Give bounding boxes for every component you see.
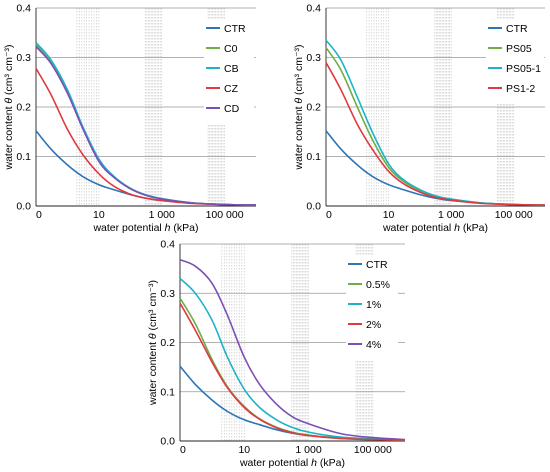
legend-label: 1% — [366, 299, 381, 311]
x-axis-label: water potential h (kPa) — [92, 222, 198, 234]
y-tick-label: 0.0 — [16, 201, 31, 213]
y-tick-label: 0.2 — [160, 337, 175, 349]
y-tick-label: 0.3 — [16, 52, 31, 64]
y-tick-label: 0.4 — [16, 3, 31, 15]
series-line-2% — [179, 302, 406, 441]
chart-panel-1: 0.00.10.20.30.40 10 1 000 100 000CTRC0CBCZC… — [3, 3, 257, 234]
x-axis-label: water potential h (kPa) — [382, 222, 488, 234]
x-tick-label: 100 000 — [206, 209, 244, 221]
y-tick-label: 0.2 — [16, 102, 31, 114]
x-tick-label: 0 — [180, 444, 186, 456]
x-tick-label: 10 — [238, 444, 250, 456]
legend-label: C0 — [224, 43, 238, 55]
x-tick-label: 10 — [383, 209, 395, 221]
y-axis-label: water content θ (cm³ cm⁻³) — [3, 44, 15, 170]
legend-box — [346, 256, 398, 360]
x-tick-label: 10 — [93, 209, 105, 221]
x-tick-label: 0 — [326, 209, 332, 221]
y-tick-label: 0.3 — [306, 52, 321, 64]
legend-box — [486, 20, 544, 104]
x-tick-label: 1 000 — [149, 209, 175, 221]
y-tick-label: 0.1 — [16, 151, 31, 163]
y-tick-label: 0.2 — [306, 102, 321, 114]
legend-label: CTR — [224, 23, 246, 35]
legend-label: 4% — [366, 339, 381, 351]
legend-label: 0.5% — [366, 279, 390, 291]
chart-panel-2: 0.0 0.1 0.2 0.3 0.4 0 10 1 000 100 000 CTR PS05 PS0… — [293, 3, 546, 234]
y-axis-label: water content θ (cm³ cm⁻³) — [293, 44, 305, 170]
x-tick-label: 100 000 — [354, 444, 392, 456]
y-tick-label: 0.4 — [306, 3, 321, 15]
series-line-PS1-2 — [325, 62, 546, 206]
legend: CTR C0 CB CZ CD — [204, 20, 254, 124]
y-tick-label: 0.1 — [160, 386, 175, 398]
legend-label: PS05 — [506, 43, 532, 55]
legend-label: CTR — [366, 259, 388, 271]
legend: CTR 0.5% 1% 2% 4% — [346, 256, 398, 360]
x-tick-label: 0 — [36, 209, 42, 221]
legend-box — [204, 20, 254, 124]
y-tick-label: 0.0 — [160, 436, 175, 448]
chart-panel-3: 0.0 0.1 0.2 0.3 0.4 0 10 1 000 100 000 CTR 0.5% 1% 2… — [147, 239, 406, 469]
series-line-CD — [35, 46, 257, 206]
legend-label: PS05-1 — [506, 63, 541, 75]
legend: CTR PS05 PS05-1 PS1-2 — [486, 20, 544, 104]
x-tick-label: 1 000 — [438, 209, 464, 221]
x-tick-label: 100 000 — [495, 209, 533, 221]
legend-label: CTR — [506, 23, 528, 35]
legend-label: CB — [224, 63, 239, 75]
y-axis-label: water content θ (cm³ cm⁻³) — [147, 280, 159, 406]
legend-label: CZ — [224, 83, 239, 95]
legend-label: PS1-2 — [506, 83, 535, 95]
x-axis-label: water potential h (kPa) — [239, 457, 345, 469]
series-line-4% — [179, 259, 406, 441]
y-tick-label: 0.4 — [160, 239, 175, 251]
y-tick-label: 0.0 — [306, 201, 321, 213]
series-line-1% — [179, 277, 406, 441]
y-tick-label: 0.1 — [306, 151, 321, 163]
legend-label: CD — [224, 103, 240, 115]
y-tick-label: 0.3 — [160, 288, 175, 300]
legend-label: 2% — [366, 319, 381, 331]
x-tick-label: 1 000 — [295, 444, 321, 456]
